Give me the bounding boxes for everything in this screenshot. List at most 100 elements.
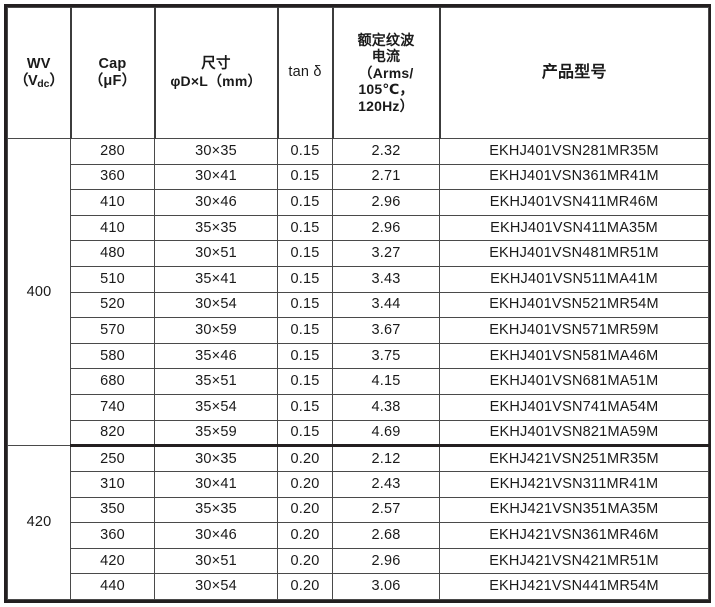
dimension-cell: 35×35 [154, 496, 278, 524]
table-row: 520 30×54 0.15 3.44 EKHJ401VSN521MR54M [8, 291, 709, 319]
capacitance-cell: 410 [70, 214, 155, 242]
part-number-cell: EKHJ421VSN361MR46M [439, 522, 709, 549]
tan-delta-cell: 0.15 [277, 317, 333, 344]
tan-delta-cell: 0.15 [277, 291, 333, 319]
table-row: 360 30×41 0.15 2.71 EKHJ401VSN361MR41M [8, 163, 709, 191]
ripple-current-cell: 2.12 [332, 445, 440, 472]
tan-delta-cell: 0.15 [277, 163, 333, 191]
capacitance-cell: 820 [70, 419, 155, 448]
part-number-cell: EKHJ421VSN441MR54M [439, 573, 709, 600]
table-row: 510 35×41 0.15 3.43 EKHJ401VSN511MA41M [8, 266, 709, 293]
capacitance-cell: 410 [70, 189, 155, 216]
ripple-label-line2: 电流 [371, 48, 401, 65]
tan-delta-cell: 0.15 [277, 214, 333, 242]
part-number-cell: EKHJ401VSN511MA41M [439, 266, 709, 293]
capacitance-cell: 520 [70, 291, 155, 319]
capacitance-cell: 510 [70, 266, 155, 293]
ripple-current-cell: 4.38 [332, 394, 440, 421]
dimension-cell: 35×46 [154, 342, 278, 370]
wv-subscript: dc [37, 77, 50, 90]
ripple-current-cell: 3.43 [332, 266, 440, 293]
column-header-dimensions: 尺寸 φD×L（mm） [154, 7, 279, 139]
tan-delta-cell: 0.15 [277, 368, 333, 396]
part-number-cell: EKHJ401VSN741MA54M [439, 394, 709, 421]
dimension-cell: 30×46 [154, 522, 278, 549]
header-row: WV （Vdc） Cap （μF） 尺寸 φD×L（mm） tan δ 额定纹波… [7, 7, 709, 139]
tan-delta-cell: 0.15 [277, 394, 333, 421]
table-body: 400 280 30×35 0.15 2.32 EKHJ401VSN281MR35M 360… [7, 137, 709, 600]
tan-delta-cell: 0.20 [277, 496, 333, 524]
dimension-label-line1: 尺寸 [201, 56, 231, 73]
tan-delta-cell: 0.15 [277, 342, 333, 370]
wv-label-line1: WV [26, 55, 51, 72]
ripple-current-cell: 4.69 [332, 419, 440, 448]
dimension-cell: 30×35 [154, 138, 278, 165]
table-row: 410 35×35 0.15 2.96 EKHJ401VSN411MA35M [8, 214, 709, 242]
part-number-cell: EKHJ401VSN681MA51M [439, 368, 709, 396]
ripple-current-cell: 2.71 [332, 163, 440, 191]
capacitance-cell: 740 [70, 394, 155, 421]
dimension-cell: 35×51 [154, 368, 278, 396]
ripple-label-line1: 额定纹波 [357, 31, 415, 48]
part-number-cell: EKHJ401VSN411MA35M [439, 214, 709, 242]
ripple-current-cell: 3.06 [332, 573, 440, 600]
tan-delta-cell: 0.15 [277, 189, 333, 216]
tan-delta-cell: 0.20 [277, 573, 333, 600]
column-header-capacitance: Cap （μF） [70, 7, 156, 139]
table-row: 310 30×41 0.20 2.43 EKHJ421VSN311MR41M [8, 470, 709, 498]
tan-delta-cell: 0.20 [277, 547, 333, 575]
cap-label-line2: （μF） [88, 73, 137, 89]
ripple-current-cell: 3.67 [332, 317, 440, 344]
dimension-cell: 35×54 [154, 394, 278, 421]
table-row: 680 35×51 0.15 4.15 EKHJ401VSN681MA51M [8, 368, 709, 396]
table-row: 740 35×54 0.15 4.38 EKHJ401VSN741MA54M [8, 394, 709, 421]
table-row: 350 35×35 0.20 2.57 EKHJ421VSN351MA35M [8, 496, 709, 524]
part-number-cell: EKHJ421VSN421MR51M [439, 547, 709, 575]
ripple-current-cell: 2.96 [332, 189, 440, 216]
tan-delta-cell: 0.20 [277, 522, 333, 549]
table-row: 570 30×59 0.15 3.67 EKHJ401VSN571MR59M [8, 317, 709, 344]
ripple-current-cell: 3.75 [332, 342, 440, 370]
table-header: WV （Vdc） Cap （μF） 尺寸 φD×L（mm） tan δ 额定纹波… [7, 7, 709, 139]
part-number-cell: EKHJ401VSN521MR54M [439, 291, 709, 319]
tan-delta-cell: 0.15 [277, 266, 333, 293]
capacitance-cell: 280 [70, 138, 155, 165]
capacitance-cell: 480 [70, 240, 155, 268]
ripple-current-cell: 2.68 [332, 522, 440, 549]
wv-label-line2: （Vdc） [8, 73, 70, 90]
table-row: 400 280 30×35 0.15 2.32 EKHJ401VSN281MR35M [7, 137, 709, 447]
dimension-cell: 30×59 [154, 317, 278, 344]
dimension-cell: 35×41 [154, 266, 278, 293]
ripple-current-cell: 2.96 [332, 214, 440, 242]
column-header-tan-delta: tan δ [277, 7, 334, 139]
dimension-cell: 30×41 [154, 470, 278, 498]
part-number-cell: EKHJ401VSN411MR46M [439, 189, 709, 216]
ripple-current-cell: 3.44 [332, 291, 440, 319]
dimension-cell: 30×46 [154, 189, 278, 216]
capacitance-cell: 680 [70, 368, 155, 396]
table-row: 820 35×59 0.15 4.69 EKHJ401VSN821MA59M [8, 419, 709, 448]
capacitance-cell: 350 [70, 496, 155, 524]
part-number-cell: EKHJ401VSN821MA59M [439, 419, 709, 448]
part-number-cell: EKHJ401VSN281MR35M [439, 138, 709, 165]
table-row: 360 30×46 0.20 2.68 EKHJ421VSN361MR46M [8, 522, 709, 549]
table-row: 480 30×51 0.15 3.27 EKHJ401VSN481MR51M [8, 240, 709, 268]
wv-paren-close: ） [49, 72, 64, 89]
column-header-part-number: 产品型号 [439, 7, 709, 139]
capacitor-specification-table: WV （Vdc） Cap （μF） 尺寸 φD×L（mm） tan δ 额定纹波… [7, 7, 709, 600]
ripple-label-line4: 105℃， [358, 81, 414, 98]
table-row: 440 30×54 0.20 3.06 EKHJ421VSN441MR54M [8, 573, 709, 600]
tan-delta-cell: 0.20 [277, 470, 333, 498]
capacitance-cell: 570 [70, 317, 155, 344]
table-row: 410 30×46 0.15 2.96 EKHJ401VSN411MR46M [8, 189, 709, 216]
working-voltage-cell: 420 [7, 445, 71, 600]
part-number-cell: EKHJ401VSN361MR41M [439, 163, 709, 191]
dimension-cell: 35×35 [154, 214, 278, 242]
part-number-cell: EKHJ401VSN481MR51M [439, 240, 709, 268]
ripple-current-cell: 2.32 [332, 138, 440, 165]
ripple-label-line5: 120Hz） [358, 97, 414, 114]
dimension-cell: 30×51 [154, 547, 278, 575]
dimension-cell: 30×35 [154, 445, 278, 472]
capacitance-cell: 310 [70, 470, 155, 498]
table-row: 420 30×51 0.20 2.96 EKHJ421VSN421MR51M [8, 547, 709, 575]
